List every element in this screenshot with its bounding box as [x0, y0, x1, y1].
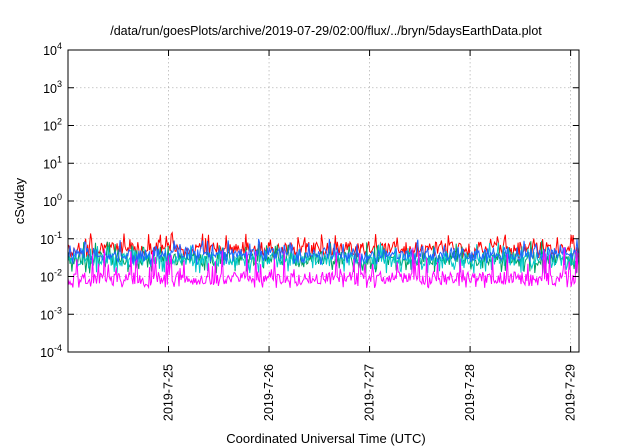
y-tick-exponent: 4 [57, 41, 62, 51]
y-tick-base: 10 [43, 120, 57, 134]
series-line [67, 238, 580, 265]
y-tick-base: 10 [43, 82, 57, 96]
y-tick-base: 10 [40, 233, 54, 247]
grid [68, 50, 579, 352]
y-tick-label: 10-3 [40, 305, 62, 322]
y-tick-label: 102 [43, 117, 62, 134]
chart-title: /data/run/goesPlots/archive/2019-07-29/0… [110, 24, 542, 38]
y-tick-exponent: -4 [54, 343, 62, 353]
y-tick-label: 101 [43, 154, 62, 171]
x-tick-label: 2019-7-26 [262, 364, 276, 421]
x-tick-label: 2019-7-25 [162, 364, 176, 421]
y-tick-exponent: -2 [54, 268, 62, 278]
y-tick-exponent: 0 [57, 192, 62, 202]
x-tick-label: 2019-7-29 [564, 364, 578, 421]
y-tick-exponent: 3 [57, 79, 62, 89]
y-tick-exponent: -1 [54, 230, 62, 240]
x-axis-label: Coordinated Universal Time (UTC) [226, 431, 425, 446]
y-tick-label: 10-2 [40, 268, 62, 285]
y-tick-base: 10 [40, 346, 54, 360]
x-tick-label: 2019-7-27 [363, 364, 377, 421]
y-tick-label: 100 [43, 192, 62, 209]
y-tick-base: 10 [40, 271, 54, 285]
y-tick-exponent: -3 [54, 305, 62, 315]
y-tick-base: 10 [43, 195, 57, 209]
series-line [67, 247, 580, 290]
x-tick-label: 2019-7-28 [463, 364, 477, 421]
y-tick-base: 10 [40, 308, 54, 322]
y-tick-label: 10-1 [40, 230, 62, 247]
y-tick-base: 10 [43, 157, 57, 171]
y-tick-label: 103 [43, 79, 62, 96]
y-tick-exponent: 1 [57, 154, 62, 164]
y-tick-base: 10 [43, 44, 57, 58]
x-axis: 2019-7-25 2019-7-26 2019-7-27 2019-7-28 2019… [162, 50, 578, 421]
y-tick-exponent: 2 [57, 117, 62, 127]
y-tick-label: 104 [43, 41, 62, 58]
y-axis-label: cSv/day [12, 177, 27, 224]
y-tick-label: 10-4 [40, 343, 62, 360]
series-group [67, 231, 580, 290]
